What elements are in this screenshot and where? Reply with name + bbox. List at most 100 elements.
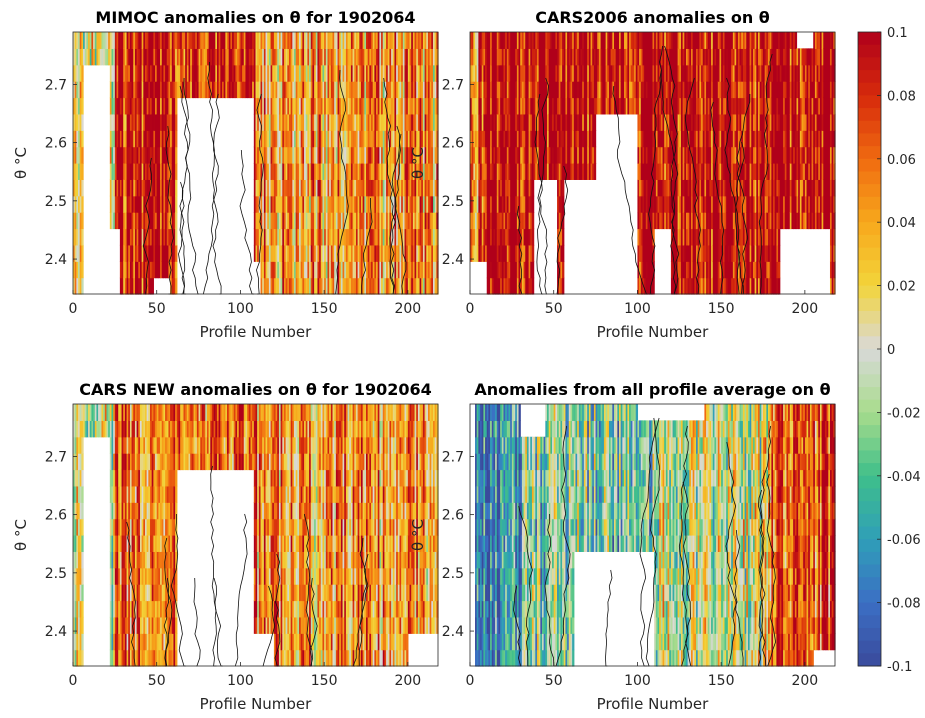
heatmap-cell	[350, 163, 354, 180]
heatmap-cell	[399, 228, 402, 246]
heatmap-cell	[287, 146, 290, 164]
heatmap-cell	[394, 32, 397, 49]
heatmap-cell	[552, 32, 555, 49]
heatmap-cell	[243, 48, 247, 66]
heatmap-cell	[552, 130, 555, 148]
heatmap-cell	[118, 81, 121, 99]
heatmap-cell	[320, 97, 324, 115]
heatmap-cell	[148, 163, 151, 180]
heatmap-cell	[299, 163, 302, 180]
heatmap-cell	[79, 195, 82, 213]
heatmap-cell	[530, 32, 533, 49]
heatmap-cell	[345, 228, 349, 246]
heatmap-cell	[583, 130, 587, 148]
heatmap-cell	[131, 179, 134, 197]
heatmap-cell	[334, 163, 337, 180]
heatmap-cell	[278, 146, 282, 164]
heatmap-cell	[372, 81, 375, 99]
heatmap-cell	[411, 195, 414, 213]
heatmap-cell	[155, 179, 158, 197]
panel-title: MIMOC anomalies on θ for 1902064	[95, 8, 415, 27]
heatmap-cell	[553, 130, 556, 148]
heatmap-cell	[382, 64, 386, 82]
heatmap-cell	[530, 113, 533, 131]
heatmap-cell	[485, 81, 488, 99]
heatmap-cell	[412, 179, 416, 197]
heatmap-cell	[342, 163, 345, 180]
heatmap-cell	[268, 179, 272, 197]
heatmap-cell	[124, 146, 128, 164]
heatmap-cell	[332, 244, 335, 262]
heatmap-cell	[547, 48, 550, 66]
heatmap-cell	[263, 64, 267, 82]
heatmap-cell	[78, 163, 81, 180]
heatmap-cell	[647, 228, 650, 246]
heatmap-cell	[592, 146, 595, 164]
heatmap-cell	[123, 244, 126, 262]
heatmap-cell	[322, 32, 325, 49]
heatmap-cell	[535, 130, 538, 148]
heatmap-cell	[355, 195, 359, 213]
heatmap-cell	[503, 97, 506, 115]
heatmap-cell	[605, 48, 608, 66]
heatmap-cell	[175, 146, 178, 164]
heatmap-cell	[222, 32, 225, 49]
heatmap-cell	[253, 179, 257, 197]
heatmap-cell	[294, 146, 297, 164]
heatmap-cell	[557, 48, 560, 66]
heatmap-cell	[475, 81, 478, 99]
heatmap-cell	[510, 244, 513, 262]
heatmap-cell	[498, 195, 501, 213]
heatmap-cell	[480, 228, 483, 246]
heatmap-cell	[360, 130, 364, 148]
heatmap-cell	[639, 48, 642, 66]
heatmap-cell	[481, 32, 484, 49]
heatmap-cell	[605, 64, 608, 82]
heatmap-cell	[530, 244, 533, 262]
heatmap-cell	[277, 228, 280, 246]
heatmap-cell	[302, 244, 305, 262]
heatmap-cell	[470, 244, 473, 262]
heatmap-cell	[339, 163, 342, 180]
heatmap-cell	[173, 81, 176, 99]
heatmap-cell	[528, 64, 531, 82]
heatmap-cell	[88, 48, 91, 66]
heatmap-cell	[513, 113, 516, 131]
heatmap-cell	[138, 244, 141, 262]
heatmap-cell	[580, 48, 583, 66]
heatmap-cell	[139, 244, 143, 262]
heatmap-cell	[590, 64, 593, 82]
heatmap-cell	[297, 130, 300, 148]
heatmap-cell	[335, 277, 339, 295]
heatmap-cell	[330, 97, 334, 115]
heatmap-cell	[387, 163, 391, 180]
heatmap-cell	[145, 81, 148, 99]
heatmap-cell	[525, 212, 528, 230]
heatmap-cell	[417, 228, 421, 246]
heatmap-cell	[225, 32, 228, 49]
heatmap-cell	[213, 32, 216, 49]
heatmap-cell	[131, 277, 134, 295]
heatmap-cell	[307, 277, 310, 295]
heatmap-cell	[339, 228, 342, 246]
heatmap-cell	[649, 244, 652, 262]
heatmap-cell	[424, 97, 427, 115]
heatmap-cell	[613, 97, 617, 115]
heatmap-cell	[516, 212, 520, 230]
heatmap-cell	[74, 163, 77, 180]
heatmap-cell	[79, 64, 82, 82]
heatmap-cell	[414, 97, 417, 115]
heatmap-cell	[505, 261, 508, 279]
heatmap-cell	[552, 146, 555, 164]
heatmap-cell	[426, 130, 429, 148]
heatmap-cell	[337, 163, 340, 180]
heatmap-cell	[173, 48, 176, 66]
heatmap-cell	[113, 179, 116, 197]
heatmap-cell	[357, 277, 360, 295]
heatmap-cell	[406, 179, 409, 197]
heatmap-cell	[475, 244, 478, 262]
heatmap-cell	[478, 48, 481, 66]
heatmap-cell	[290, 81, 293, 99]
heatmap-cell	[305, 261, 308, 279]
heatmap-cell	[146, 81, 149, 99]
